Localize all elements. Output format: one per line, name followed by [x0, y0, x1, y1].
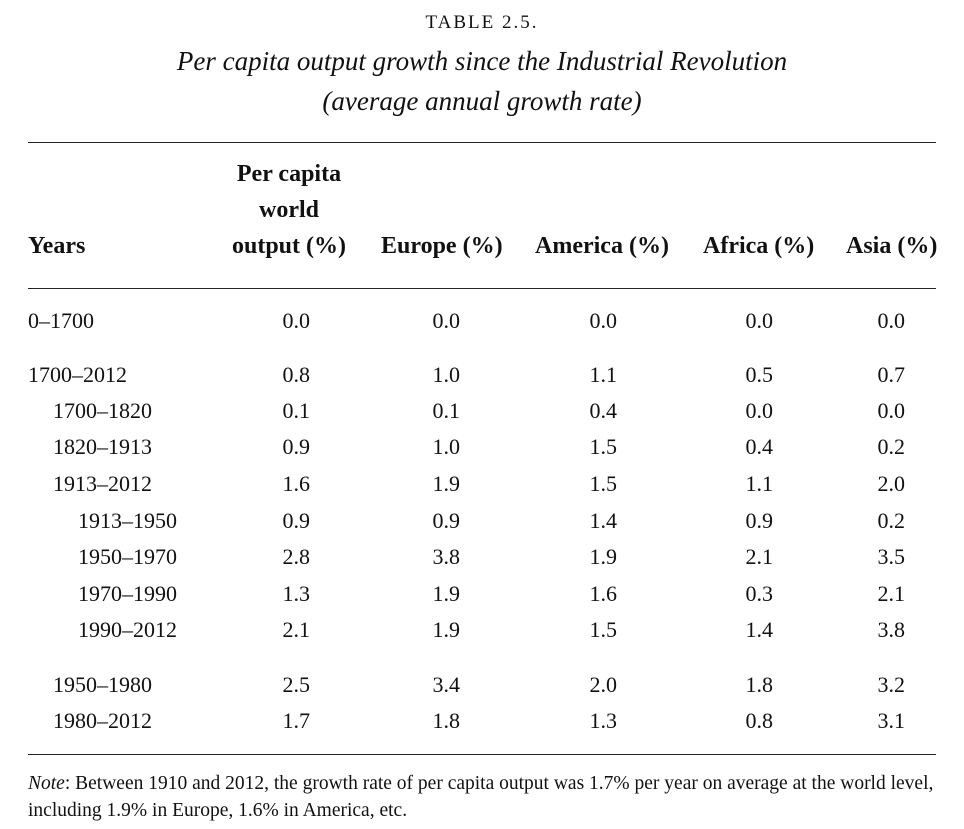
row-years: 1990–2012: [78, 617, 177, 642]
cell-america: 1.1: [589, 362, 618, 387]
cell-america: 1.6: [589, 581, 618, 606]
cell-world: 1.7: [282, 708, 311, 733]
cell-world: 0.8: [282, 362, 311, 387]
cell-america: 1.4: [589, 508, 618, 533]
header-world-line2: world: [259, 197, 319, 223]
cell-asia: 3.8: [877, 617, 906, 642]
row-years: 1913–1950: [78, 508, 177, 533]
cell-asia: 0.2: [877, 434, 906, 459]
table-label: TABLE 2.5.: [425, 12, 539, 33]
cell-europe: 0.1: [432, 398, 461, 423]
cell-europe: 0.9: [432, 508, 461, 533]
cell-asia: 3.5: [877, 544, 906, 569]
cell-europe: 3.8: [432, 544, 461, 569]
top-rule: [28, 142, 936, 143]
cell-asia: 2.1: [877, 581, 906, 606]
cell-world: 1.6: [282, 471, 311, 496]
cell-asia: 3.1: [877, 708, 906, 733]
cell-africa: 0.0: [745, 308, 774, 333]
header-world-output: Per capita world output (%): [225, 156, 353, 264]
cell-asia: 0.0: [877, 398, 906, 423]
cell-asia: 0.2: [877, 508, 906, 533]
cell-asia: 0.0: [877, 308, 906, 333]
cell-asia: 3.2: [877, 672, 906, 697]
row-years: 1700–1820: [53, 398, 152, 423]
cell-america: 1.3: [589, 708, 618, 733]
header-america: America (%): [535, 233, 669, 259]
row-years: 1950–1970: [78, 544, 177, 569]
row-years: 1980–2012: [53, 708, 152, 733]
cell-africa: 0.3: [745, 581, 774, 606]
cell-africa: 1.1: [745, 471, 774, 496]
cell-world: 2.5: [282, 672, 311, 697]
cell-africa: 0.0: [745, 398, 774, 423]
table-title: Per capita output growth since the Indus…: [176, 46, 788, 76]
cell-world: 0.9: [282, 434, 311, 459]
cell-africa: 0.9: [745, 508, 774, 533]
cell-europe: 1.9: [432, 581, 461, 606]
cell-europe: 1.0: [432, 434, 461, 459]
cell-africa: 1.8: [745, 672, 774, 697]
header-asia: Asia (%): [846, 233, 938, 259]
note-label: Note: [28, 773, 65, 794]
row-years: 1950–1980: [53, 672, 152, 697]
bottom-rule: [28, 754, 936, 755]
cell-world: 0.9: [282, 508, 311, 533]
cell-europe: 1.8: [432, 708, 461, 733]
header-world-line1: Per capita: [236, 161, 342, 187]
row-years: 1913–2012: [53, 471, 152, 496]
header-world-line3: output (%): [231, 233, 346, 259]
cell-world: 2.1: [282, 617, 311, 642]
cell-america: 1.5: [589, 471, 618, 496]
cell-africa: 0.4: [745, 434, 774, 459]
row-years: 1700–2012: [28, 362, 127, 387]
row-years: 0–1700: [28, 308, 94, 333]
cell-africa: 0.5: [745, 362, 774, 387]
cell-world: 0.0: [282, 308, 311, 333]
cell-europe: 1.9: [432, 471, 461, 496]
row-years: 1820–1913: [53, 434, 152, 459]
cell-asia: 0.7: [877, 362, 906, 387]
cell-africa: 0.8: [745, 708, 774, 733]
cell-europe: 1.9: [432, 617, 461, 642]
table-subtitle: (average annual growth rate): [322, 86, 642, 116]
cell-asia: 2.0: [877, 471, 906, 496]
cell-america: 0.4: [589, 398, 618, 423]
cell-world: 1.3: [282, 581, 311, 606]
cell-world: 0.1: [282, 398, 311, 423]
note-text: : Between 1910 and 2012, the growth rate…: [28, 773, 934, 821]
cell-world: 2.8: [282, 544, 311, 569]
cell-america: 1.9: [589, 544, 618, 569]
cell-europe: 0.0: [432, 308, 461, 333]
header-africa: Africa (%): [703, 233, 815, 259]
cell-america: 2.0: [589, 672, 618, 697]
cell-america: 0.0: [589, 308, 618, 333]
header-years: Years: [28, 233, 86, 259]
cell-america: 1.5: [589, 617, 618, 642]
mid-rule: [28, 288, 936, 289]
header-europe: Europe (%): [381, 233, 503, 259]
cell-africa: 2.1: [745, 544, 774, 569]
table-note: Note: Between 1910 and 2012, the growth …: [28, 770, 938, 824]
row-years: 1970–1990: [78, 581, 177, 606]
cell-america: 1.5: [589, 434, 618, 459]
cell-africa: 1.4: [745, 617, 774, 642]
cell-europe: 1.0: [432, 362, 461, 387]
cell-europe: 3.4: [432, 672, 461, 697]
